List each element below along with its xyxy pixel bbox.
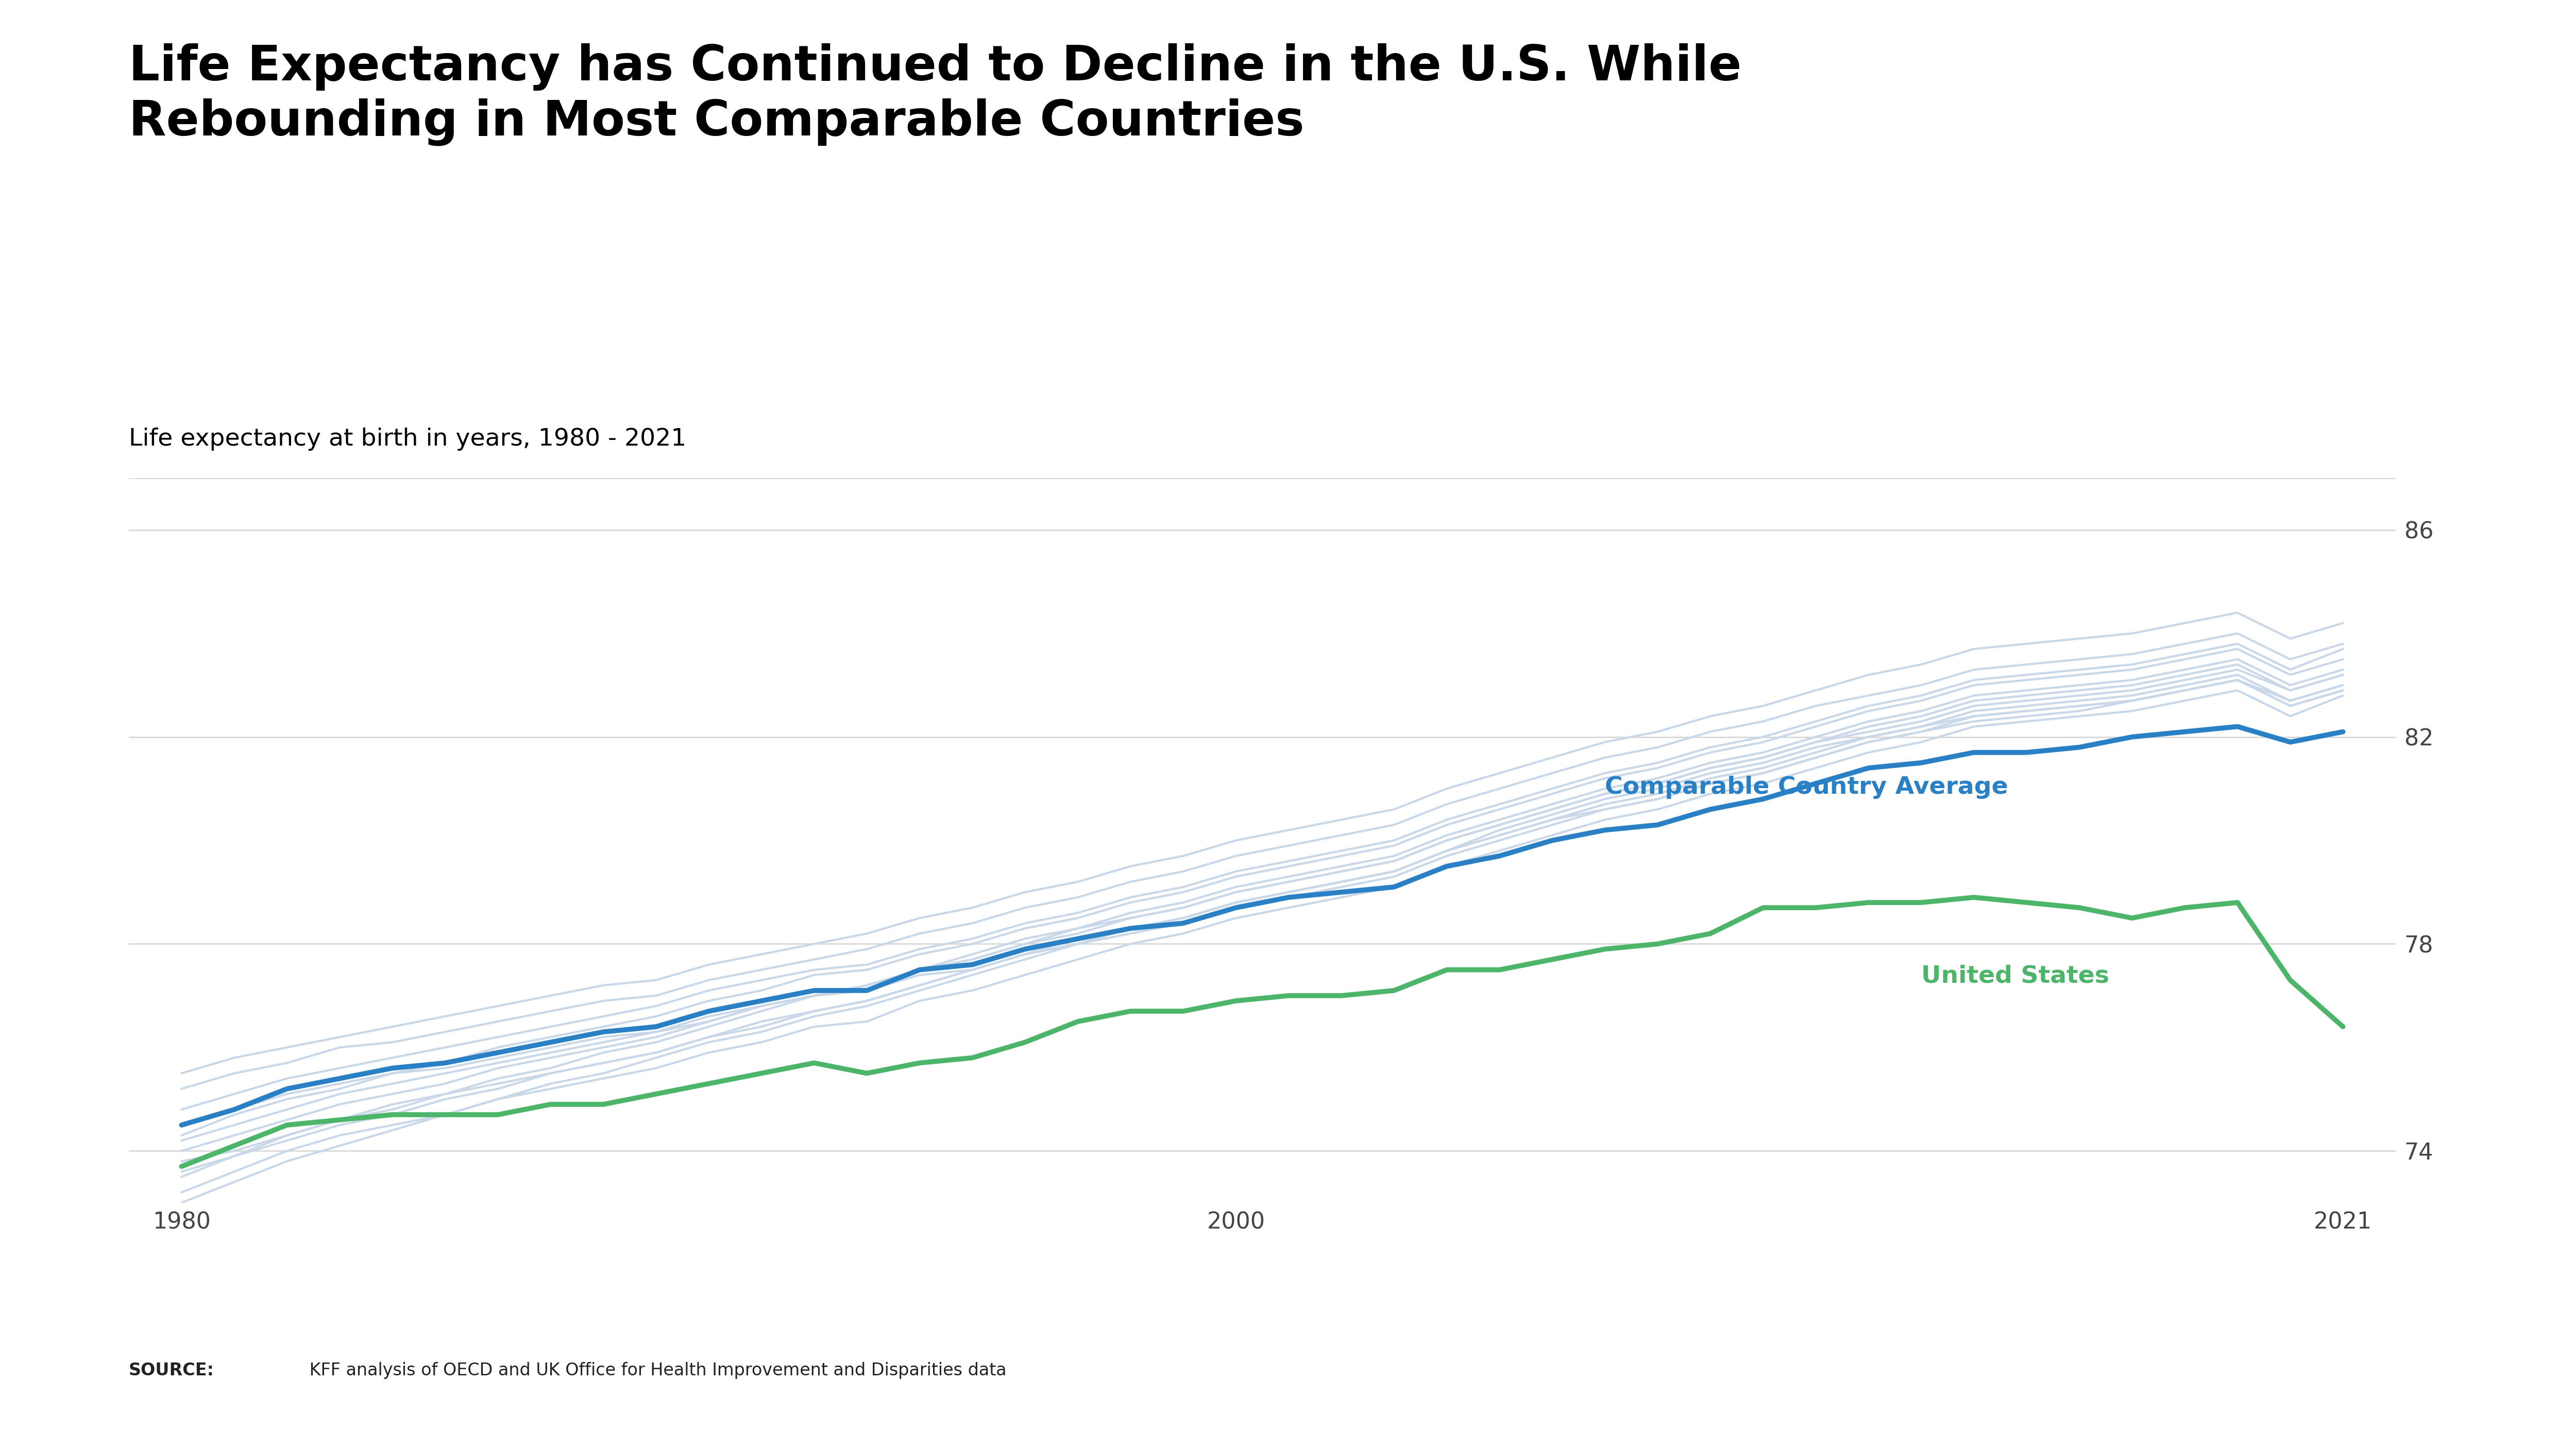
Text: Comparable Country Average: Comparable Country Average [1605, 775, 2009, 798]
Text: KFF analysis of OECD and UK Office for Health Improvement and Disparities data: KFF analysis of OECD and UK Office for H… [304, 1362, 1007, 1379]
Text: SOURCE:: SOURCE: [129, 1362, 214, 1379]
Text: United States: United States [1922, 965, 2110, 988]
Text: Life Expectancy has Continued to Decline in the U.S. While
Rebounding in Most Co: Life Expectancy has Continued to Decline… [129, 43, 1741, 146]
Text: Life expectancy at birth in years, 1980 - 2021: Life expectancy at birth in years, 1980 … [129, 427, 685, 451]
